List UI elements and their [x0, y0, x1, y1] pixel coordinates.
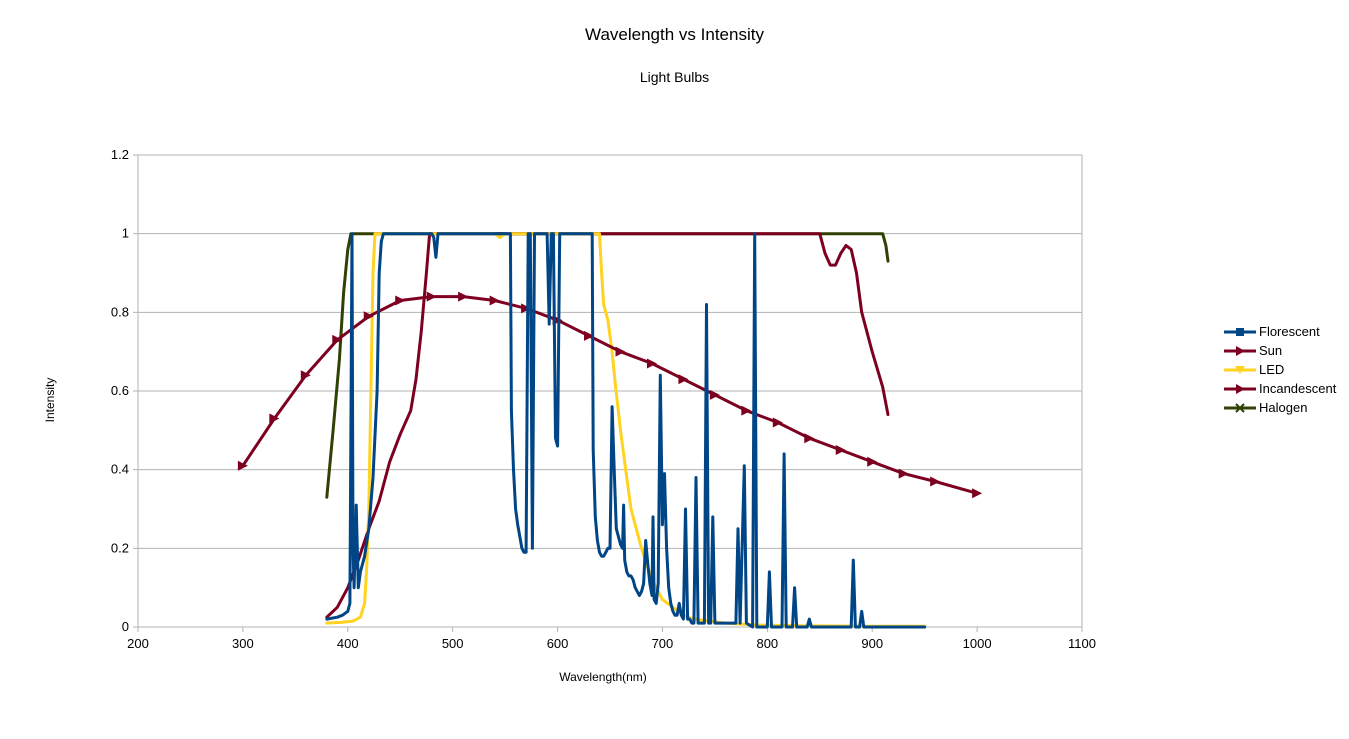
- y-tick-label: 0: [122, 619, 129, 634]
- data-point-sun: [741, 405, 752, 416]
- data-point-sun: [489, 295, 500, 306]
- series-line-halogen: [325, 232, 890, 499]
- legend-label: Sun: [1259, 343, 1283, 358]
- data-point-sun: [363, 311, 374, 322]
- legend-label: LED: [1259, 362, 1285, 377]
- legend-swatch: [1224, 345, 1256, 356]
- x-tick-label: 600: [547, 636, 569, 651]
- chart-subtitle: Light Bulbs: [639, 69, 710, 85]
- x-tick-label: 300: [232, 636, 254, 651]
- x-tick-label: 500: [442, 636, 464, 651]
- data-point-sun: [458, 291, 469, 302]
- data-point-sun: [332, 334, 343, 345]
- legend-item-florescent: Florescent: [1224, 322, 1336, 341]
- x-axis-label: Wavelength(nm): [559, 670, 647, 684]
- data-point-sun: [300, 370, 311, 381]
- y-tick-label: 0.2: [111, 540, 129, 555]
- y-tick-label: 1: [122, 226, 129, 241]
- data-point-sun: [615, 346, 626, 357]
- x-tick-label: 700: [652, 636, 674, 651]
- data-point-sun: [804, 433, 815, 444]
- legend-label: Incandescent: [1259, 381, 1337, 396]
- x-tick-label: 900: [861, 636, 883, 651]
- y-tick-label: 0.4: [111, 462, 129, 477]
- legend-swatch: [1224, 402, 1256, 413]
- y-tick-label: 0.8: [111, 304, 129, 319]
- x-tick-label: 1000: [963, 636, 992, 651]
- data-point-sun: [237, 460, 248, 471]
- legend-swatch: [1224, 365, 1256, 374]
- data-point-sun: [898, 468, 909, 479]
- y-tick-label: 0.6: [111, 383, 129, 398]
- data-point-sun: [426, 291, 437, 302]
- data-point-sun: [972, 488, 983, 499]
- x-tick-label: 200: [127, 636, 149, 651]
- x-tick-label: 800: [756, 636, 778, 651]
- legend-item-halogen: Halogen: [1224, 398, 1336, 417]
- x-tick-label: 1100: [1068, 636, 1096, 651]
- data-point-sun: [646, 358, 657, 369]
- data-point-sun: [930, 476, 941, 487]
- legend-label: Halogen: [1259, 400, 1308, 415]
- legend-swatch: [1224, 383, 1256, 394]
- x-tick-label: 400: [337, 636, 359, 651]
- legend-item-incandescent: Incandescent: [1224, 379, 1336, 398]
- legend-swatch: [1224, 327, 1256, 336]
- data-point-sun: [835, 445, 846, 455]
- series-line-sun: [241, 295, 979, 495]
- series-line-florescent: [325, 232, 927, 629]
- chart-title: Wavelength vs Intensity: [585, 25, 764, 44]
- legend-label: Florescent: [1259, 324, 1320, 339]
- legend-item-led: LED: [1224, 360, 1336, 379]
- data-point-sun: [709, 389, 720, 400]
- data-point-sun: [395, 295, 406, 306]
- y-tick-label: 1.2: [111, 147, 129, 162]
- series-line-incandescent: [325, 232, 890, 619]
- legend-item-sun: Sun: [1224, 341, 1336, 360]
- data-point-sun: [867, 456, 878, 467]
- data-point-sun: [269, 413, 280, 424]
- legend: Florescent Sun LED Incandescent Halogen: [1224, 322, 1336, 417]
- data-point-sun: [678, 374, 689, 385]
- data-point-sun: [772, 417, 783, 428]
- data-point-sun: [584, 330, 595, 341]
- data-point-sun: [521, 303, 532, 314]
